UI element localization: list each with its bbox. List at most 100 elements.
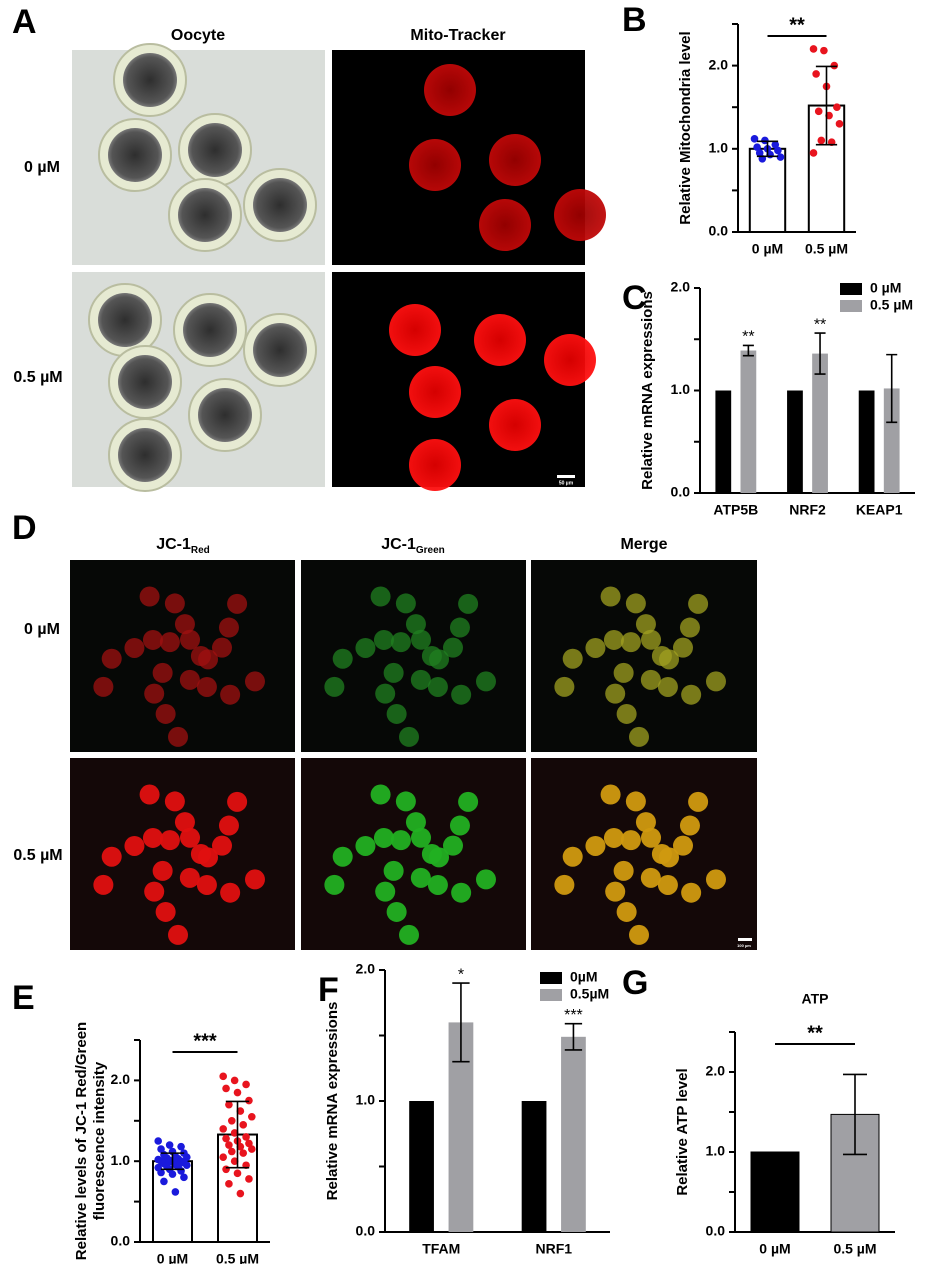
embryo xyxy=(600,586,621,607)
embryo xyxy=(355,637,376,658)
oocyte xyxy=(253,178,307,232)
embryo xyxy=(672,835,693,856)
embryo xyxy=(554,676,575,697)
oocyte xyxy=(554,189,606,241)
embryo xyxy=(227,791,248,812)
column-header: Oocyte xyxy=(171,27,225,44)
embryo xyxy=(585,835,606,856)
annotation: ** xyxy=(742,329,754,346)
embryo xyxy=(180,827,201,848)
y-axis-label: Relative levels of JC-1 Red/Green xyxy=(73,1022,90,1260)
embryo xyxy=(605,881,626,902)
embryo xyxy=(629,726,650,747)
y-tick-label: 2.0 xyxy=(671,279,691,295)
embryo xyxy=(244,671,265,692)
embryo xyxy=(218,617,239,638)
data-point xyxy=(171,1188,180,1196)
data-point xyxy=(227,1147,236,1156)
bar xyxy=(750,1151,800,1233)
data-point xyxy=(177,1142,185,1151)
embryo xyxy=(164,593,185,614)
embryo xyxy=(142,827,163,848)
embryo xyxy=(332,846,353,867)
data-point xyxy=(180,1173,188,1182)
row-label: 0.5 µM xyxy=(13,847,62,864)
oocyte xyxy=(183,303,237,357)
oocyte xyxy=(409,139,461,191)
data-point xyxy=(165,1141,174,1149)
error-bar xyxy=(756,140,779,158)
embryo xyxy=(641,827,662,848)
embryo xyxy=(635,812,656,833)
panel-letter: B xyxy=(622,1,647,39)
embryo xyxy=(458,593,479,614)
embryo xyxy=(395,791,416,812)
annotation: *** xyxy=(564,1007,583,1024)
embryo xyxy=(405,812,426,833)
data-point xyxy=(157,1145,165,1153)
embryo xyxy=(390,632,411,653)
embryo xyxy=(93,676,114,697)
embryo xyxy=(399,726,420,747)
embryo xyxy=(625,593,646,614)
error-bar xyxy=(815,65,838,146)
micrographs-d xyxy=(70,560,757,950)
significance: ** xyxy=(789,14,805,36)
data-point xyxy=(245,1096,253,1105)
data-point xyxy=(242,1080,250,1089)
embryo xyxy=(159,830,180,851)
embryo xyxy=(613,662,634,683)
bar xyxy=(858,390,875,493)
oocyte xyxy=(389,304,441,356)
embryo xyxy=(657,676,678,697)
panel-letter: G xyxy=(622,964,648,1002)
embryo xyxy=(332,648,353,669)
embryo xyxy=(562,648,583,669)
data-point xyxy=(239,1149,248,1157)
embryo xyxy=(429,847,450,868)
embryo xyxy=(218,815,239,836)
embryo xyxy=(399,924,420,945)
column-header: JC-1Red xyxy=(156,536,210,555)
data-point xyxy=(753,143,761,151)
data-point xyxy=(774,146,782,155)
y-tick-label: 2.0 xyxy=(111,1071,131,1087)
panel-letter: E xyxy=(12,979,35,1017)
embryo xyxy=(324,676,345,697)
data-point xyxy=(817,136,826,145)
scale-bar xyxy=(557,475,575,478)
bar xyxy=(715,390,732,493)
bar xyxy=(883,388,900,493)
scale-bar-label: 50 µm xyxy=(559,480,574,486)
data-point xyxy=(820,46,828,55)
oocyte xyxy=(544,334,596,386)
embryo xyxy=(625,791,646,812)
embryo xyxy=(370,586,391,607)
embryo xyxy=(124,637,145,658)
embryo xyxy=(124,835,145,856)
y-tick-label: 1.0 xyxy=(671,381,691,397)
embryo xyxy=(449,617,470,638)
embryo xyxy=(613,860,634,881)
y-axis-label: Relative mRNA expressions xyxy=(639,291,656,490)
data-point xyxy=(750,135,759,143)
column-header: Mito-Tracker xyxy=(410,27,505,44)
x-tick-label: KEAP1 xyxy=(856,502,903,518)
embryo xyxy=(679,617,700,638)
embryo xyxy=(449,815,470,836)
data-point xyxy=(160,1177,168,1186)
panel-letter: D xyxy=(12,509,37,547)
annotation: ** xyxy=(814,316,826,333)
legend-label: 0 µM xyxy=(870,280,901,296)
embryo xyxy=(373,629,394,650)
oocyte xyxy=(178,188,232,242)
embryo xyxy=(603,629,624,650)
data-point xyxy=(183,1161,191,1170)
embryo xyxy=(390,830,411,851)
embryo xyxy=(603,827,624,848)
embryo xyxy=(386,703,407,724)
x-tick-label: TFAM xyxy=(422,1241,460,1257)
data-point xyxy=(222,1134,230,1143)
data-point xyxy=(236,1189,245,1198)
